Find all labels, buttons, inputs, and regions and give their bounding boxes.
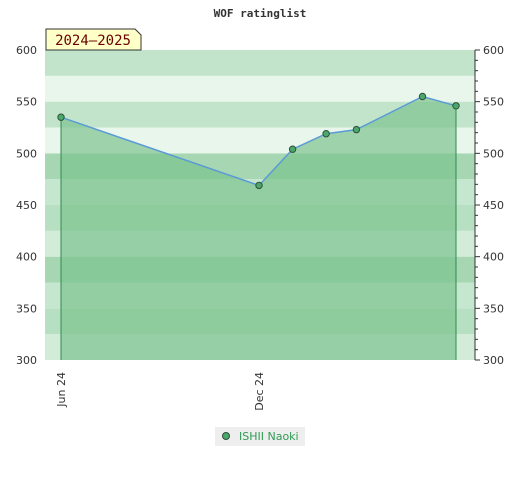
data-point[interactable] (352, 125, 361, 134)
legend-marker-icon (222, 432, 230, 440)
data-point[interactable] (322, 130, 330, 138)
x-tick-label: Jun 24 (55, 372, 68, 408)
y-tick-label-left: 600 (16, 44, 37, 57)
data-point[interactable] (255, 181, 263, 190)
legend: ISHII Naoki (215, 427, 305, 446)
chart-title: WOF ratinglist (214, 7, 307, 20)
grid-band (45, 50, 475, 76)
series-area (60, 96, 457, 360)
y-tick-label-right: 500 (483, 147, 504, 160)
data-point[interactable] (57, 113, 65, 121)
y-tick-label-left: 550 (16, 96, 37, 109)
y-tick-label-right: 450 (483, 199, 504, 212)
y-tick-label-right: 550 (483, 96, 504, 109)
y-tick-label-left: 500 (16, 147, 37, 160)
y-tick-label-right: 600 (483, 44, 504, 57)
data-point[interactable] (288, 145, 297, 153)
y-tick-label-left: 400 (16, 251, 37, 264)
series-area-fill (61, 96, 456, 360)
season-badge-bg (45, 28, 142, 51)
grid-band (45, 75, 475, 102)
y-tick-label-left: 350 (16, 302, 37, 315)
axes: 300 300 350 350 400 400 450 450 500 500 550 550 600 6… (16, 44, 504, 411)
y-tick-label-right: 350 (483, 302, 504, 315)
legend-entry[interactable]: ISHII Naoki (239, 430, 299, 443)
y-tick-label-left: 300 (16, 354, 37, 367)
data-point[interactable] (418, 92, 427, 101)
data-point[interactable] (452, 102, 460, 110)
season-label: 2024–2025 (55, 33, 131, 49)
y-tick-label-right: 400 (483, 251, 504, 264)
season-badge: 2024–2025 (45, 28, 142, 51)
x-tick-label: Dec 24 (253, 372, 266, 411)
y-tick-label-right: 300 (483, 354, 504, 367)
y-tick-label-left: 450 (16, 199, 37, 212)
series-markers (57, 92, 460, 190)
legend-bg (215, 427, 305, 446)
